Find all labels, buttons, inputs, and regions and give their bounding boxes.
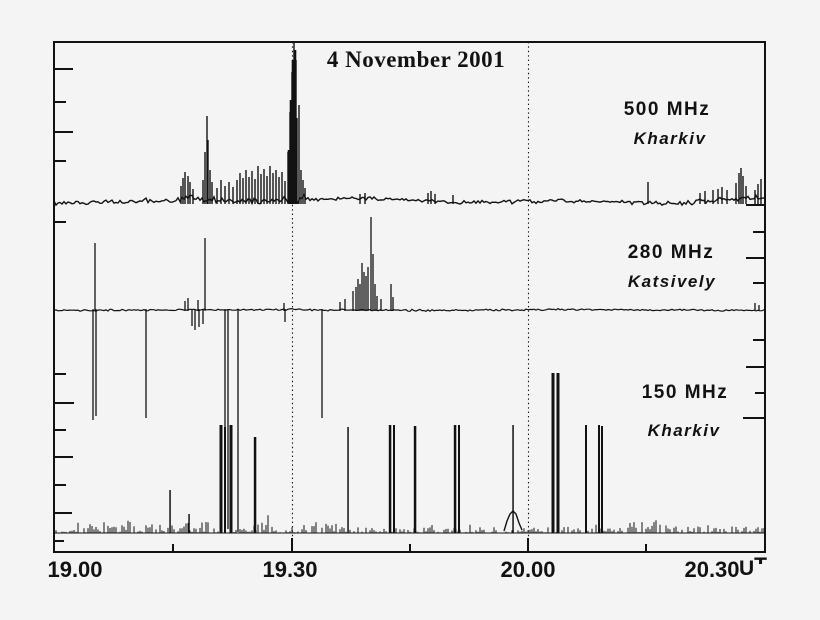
unit-t-clipped: T bbox=[754, 557, 767, 564]
panel-150mhz-frequency-label: 150 MHz bbox=[641, 382, 729, 403]
panel-500mhz-station-label: Kharkiv bbox=[633, 129, 707, 148]
x-axis-unit-label: UT bbox=[739, 557, 767, 581]
unit-u: U bbox=[739, 557, 755, 580]
dotted-gridlines bbox=[291, 42, 530, 552]
x-tick-label-19-00: 19.00 bbox=[47, 557, 103, 582]
figure-title: 4 November 2001 bbox=[326, 47, 506, 72]
trace-150mhz-kharkiv bbox=[53, 373, 765, 534]
panel-280mhz-frequency-label: 280 MHz bbox=[627, 242, 715, 263]
trace-500mhz-kharkiv bbox=[53, 43, 765, 207]
panel-150mhz-station-label: Kharkiv bbox=[647, 421, 721, 440]
x-tick-label-20-30: 20.30 bbox=[684, 557, 740, 582]
trace-280mhz-katsively bbox=[53, 217, 765, 532]
x-tick-label-19-30: 19.30 bbox=[262, 557, 318, 582]
x-tick-label-20-00: 20.00 bbox=[500, 557, 556, 582]
panel-500mhz-frequency-label: 500 MHz bbox=[623, 99, 711, 120]
panel-280mhz-station-label: Katsively bbox=[627, 272, 717, 291]
axis-ticks bbox=[54, 67, 765, 552]
